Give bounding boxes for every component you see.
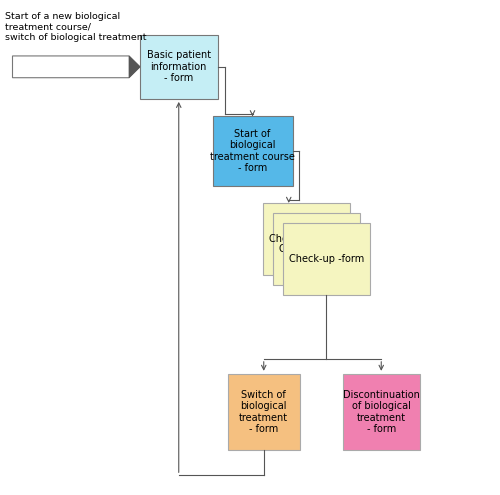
FancyBboxPatch shape: [282, 223, 370, 295]
FancyBboxPatch shape: [140, 35, 218, 99]
Text: Start of a new biological
treatment course/
switch of biological treatment: Start of a new biological treatment cour…: [5, 12, 146, 42]
Text: Check-up -form: Check-up -form: [278, 244, 354, 254]
Text: Start of
biological
treatment course
- form: Start of biological treatment course - f…: [210, 129, 295, 173]
FancyBboxPatch shape: [342, 374, 420, 450]
Polygon shape: [129, 56, 140, 78]
Text: Check-up -form: Check-up -form: [268, 234, 344, 244]
Polygon shape: [12, 56, 140, 78]
Text: Discontinuation
of biological
treatment
- form: Discontinuation of biological treatment …: [343, 390, 419, 435]
FancyBboxPatch shape: [212, 116, 292, 186]
Text: Switch of
biological
treatment
- form: Switch of biological treatment - form: [239, 390, 288, 435]
FancyBboxPatch shape: [272, 213, 360, 285]
Text: Basic patient
information
- form: Basic patient information - form: [146, 50, 211, 84]
FancyBboxPatch shape: [228, 374, 300, 450]
Text: Check-up -form: Check-up -form: [288, 253, 364, 264]
FancyBboxPatch shape: [262, 203, 350, 275]
